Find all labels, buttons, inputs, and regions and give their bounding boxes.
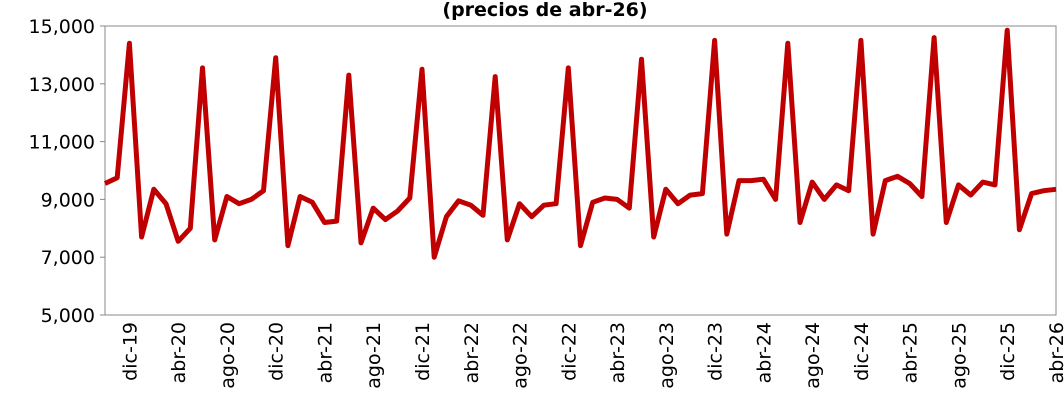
y-tick-label: 13,000: [29, 74, 95, 96]
y-tick-label: 11,000: [29, 132, 95, 154]
x-tick-label: ago-24: [802, 322, 824, 389]
y-tick-label: 9,000: [41, 189, 95, 211]
chart-title: (precios de abr-26): [442, 0, 647, 21]
x-tick-label: abr-24: [753, 322, 775, 383]
x-tick-label: dic-24: [851, 322, 873, 381]
x-tick-label: abr-26: [1046, 322, 1064, 383]
x-tick-label: abr-22: [461, 322, 483, 383]
plot-area: [104, 25, 1057, 316]
x-tick-label: abr-20: [168, 322, 190, 383]
x-tick-label: dic-19: [119, 322, 141, 381]
x-tick-label: ago-21: [363, 322, 385, 389]
x-tick-label: dic-21: [412, 322, 434, 381]
y-tick-label: 7,000: [41, 247, 95, 269]
x-tick-label: dic-20: [266, 322, 288, 381]
y-tick-label: 15,000: [29, 16, 95, 38]
x-tick-label: abr-25: [900, 322, 922, 383]
line: [103, 27, 1057, 260]
x-tick-label: dic-25: [997, 322, 1019, 381]
x-tick-label: ago-20: [217, 322, 239, 389]
x-tick-label: dic-22: [558, 322, 580, 381]
x-tick-label: abr-23: [607, 322, 629, 383]
y-tick-label: 5,000: [41, 305, 95, 327]
x-tick-label: abr-21: [314, 322, 336, 383]
x-tick-label: ago-25: [948, 322, 970, 389]
x-tick-label: dic-23: [705, 322, 727, 381]
x-tick-label: ago-22: [510, 322, 532, 389]
x-tick-label: ago-23: [656, 322, 678, 389]
